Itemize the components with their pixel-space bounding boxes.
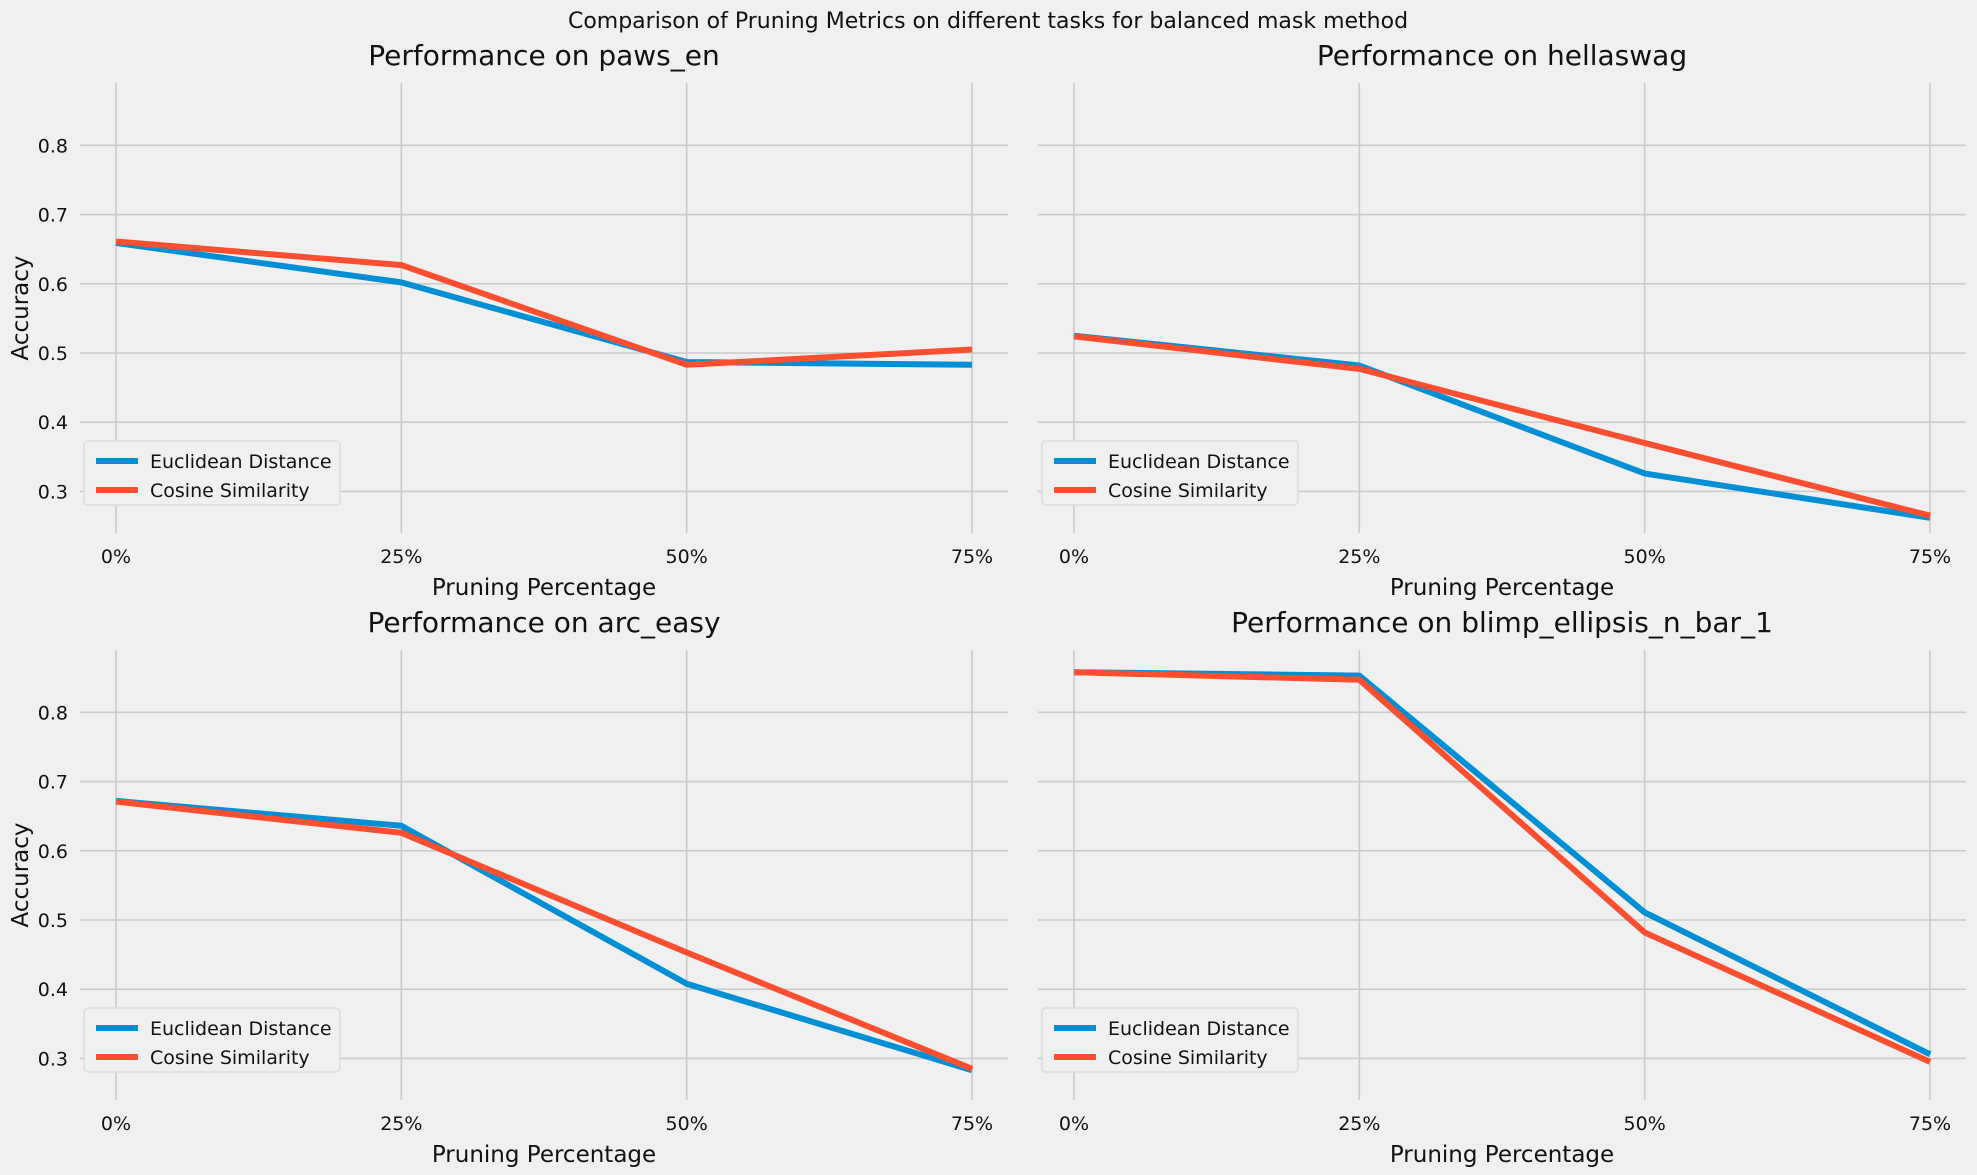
x-axis-label: Pruning Percentage (432, 575, 656, 601)
x-tick-label: 75% (1909, 546, 1951, 568)
x-tick-label: 75% (951, 1113, 993, 1135)
x-tick-label: 25% (380, 546, 422, 568)
x-tick-label: 0% (1059, 546, 1089, 568)
y-tick-label: 0.8 (38, 702, 68, 724)
panel-title: Performance on blimp_ellipsis_n_bar_1 (1231, 606, 1773, 639)
y-axis-label: Accuracy (8, 822, 34, 927)
x-tick-label: 50% (1624, 1113, 1666, 1135)
legend-box (1041, 1007, 1299, 1073)
y-tick-label: 0.4 (38, 979, 68, 1001)
x-tick-label: 75% (1909, 1113, 1951, 1135)
legend: Euclidean Distance Cosine Similarity (1041, 440, 1299, 506)
legend-box (1041, 440, 1299, 506)
y-tick-label: 0.7 (38, 772, 68, 794)
legend-box (83, 440, 341, 506)
legend-label: Euclidean Distance (150, 451, 332, 473)
y-tick-label: 0.7 (38, 205, 68, 227)
legend-label: Euclidean Distance (150, 1018, 332, 1040)
y-tick-label: 0.3 (38, 1048, 68, 1070)
x-tick-label: 0% (101, 546, 131, 568)
chart-panel-2: 0% 25% 50% 75% Performance on hellaswag Pruni… (1038, 39, 1966, 601)
y-tick-label: 0.4 (38, 412, 68, 434)
panel-title: Performance on hellaswag (1317, 39, 1687, 72)
y-tick-label: 0.8 (38, 135, 68, 157)
series-line-euclidean (115, 797, 973, 1074)
legend: Euclidean Distance Cosine Similarity (83, 1007, 341, 1073)
y-tick-label: 0.5 (38, 343, 68, 365)
y-tick-label: 0.3 (38, 481, 68, 503)
chart-panel-3: 0.3 0.4 0.5 0.6 0.7 0.8 0% 25% 50% 75% Performance… (8, 606, 1008, 1168)
y-tick-label: 0.6 (38, 274, 68, 296)
legend-label: Cosine Similarity (1108, 1047, 1268, 1069)
x-tick-label: 25% (1338, 1113, 1380, 1135)
legend-label: Cosine Similarity (150, 480, 310, 502)
series-line-euclidean (115, 239, 973, 368)
chart-panel-1: 0.3 0.4 0.5 0.6 0.7 0.8 0% 25% 50% 75% Performance… (8, 39, 1008, 601)
series-line-cosine (1073, 669, 1932, 1065)
series-line-cosine (115, 798, 974, 1072)
x-tick-label: 25% (1338, 546, 1380, 568)
legend: Euclidean Distance Cosine Similarity (83, 440, 341, 506)
legend-label: Euclidean Distance (1108, 451, 1290, 473)
chart-panel-4: 0% 25% 50% 75% Performance on blimp_ellipsis… (1038, 606, 1966, 1168)
y-axis-label: Accuracy (8, 255, 34, 360)
series-line-cosine (1073, 333, 1931, 519)
y-tick-label: 0.5 (38, 910, 68, 932)
x-axis-label: Pruning Percentage (432, 1142, 656, 1168)
legend-label: Euclidean Distance (1108, 1018, 1290, 1040)
x-tick-label: 50% (666, 546, 708, 568)
x-axis-label: Pruning Percentage (1390, 575, 1614, 601)
panel-title: Performance on paws_en (368, 39, 720, 72)
series-line-cosine (115, 238, 973, 368)
x-tick-label: 75% (951, 546, 993, 568)
x-tick-label: 0% (101, 1113, 131, 1135)
panel-title: Performance on arc_easy (367, 606, 720, 639)
chart-panels: 0.3 0.4 0.5 0.6 0.7 0.8 0% 25% 50% 75% Performance… (8, 39, 1966, 1168)
legend-box (83, 1007, 341, 1073)
legend-label: Cosine Similarity (150, 1047, 310, 1069)
figure-suptitle: Comparison of Pruning Metrics on differe… (568, 9, 1408, 34)
x-axis-label: Pruning Percentage (1390, 1142, 1614, 1168)
x-tick-label: 50% (1624, 546, 1666, 568)
legend-label: Cosine Similarity (1108, 480, 1268, 502)
x-tick-label: 50% (666, 1113, 708, 1135)
x-tick-label: 25% (380, 1113, 422, 1135)
legend: Euclidean Distance Cosine Similarity (1041, 1007, 1299, 1073)
x-tick-label: 0% (1059, 1113, 1089, 1135)
y-tick-label: 0.6 (38, 841, 68, 863)
